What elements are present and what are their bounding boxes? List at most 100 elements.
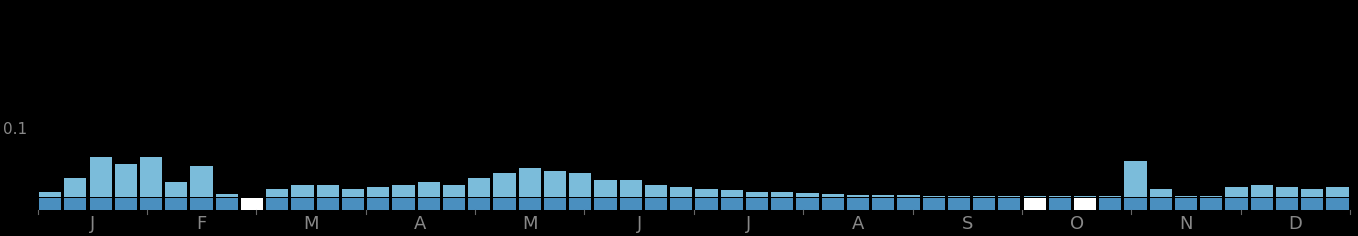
Bar: [545, 171, 566, 197]
Bar: [266, 198, 288, 210]
Bar: [240, 198, 263, 210]
Bar: [1074, 196, 1096, 197]
Bar: [569, 173, 591, 197]
Bar: [316, 185, 340, 197]
Text: M: M: [521, 215, 538, 233]
Text: A: A: [851, 215, 864, 233]
Bar: [342, 198, 364, 210]
Text: A: A: [414, 215, 426, 233]
Text: O: O: [1070, 215, 1084, 233]
Bar: [1200, 198, 1222, 210]
Bar: [292, 185, 314, 197]
Bar: [493, 173, 516, 197]
Bar: [1251, 198, 1272, 210]
Bar: [469, 198, 490, 210]
Text: J: J: [90, 215, 95, 233]
Bar: [1200, 196, 1222, 197]
Bar: [669, 187, 693, 197]
Bar: [216, 194, 238, 197]
Bar: [90, 198, 111, 210]
Bar: [166, 182, 187, 197]
Bar: [771, 192, 793, 197]
Bar: [190, 166, 213, 197]
Text: N: N: [1179, 215, 1192, 233]
Bar: [1099, 198, 1122, 210]
Bar: [115, 164, 137, 197]
Bar: [721, 198, 743, 210]
Bar: [998, 196, 1020, 197]
Bar: [545, 198, 566, 210]
Bar: [746, 192, 769, 197]
Bar: [519, 198, 540, 210]
Bar: [721, 190, 743, 197]
Bar: [746, 198, 769, 210]
Bar: [342, 189, 364, 197]
Bar: [847, 195, 869, 197]
Bar: [1251, 185, 1272, 197]
Bar: [1327, 198, 1348, 210]
Bar: [1327, 187, 1348, 197]
Bar: [418, 198, 440, 210]
Bar: [190, 198, 213, 210]
Bar: [418, 182, 440, 197]
Bar: [1048, 196, 1071, 197]
Bar: [595, 198, 617, 210]
Bar: [140, 157, 162, 197]
Bar: [695, 189, 717, 197]
Bar: [898, 195, 919, 197]
Text: F: F: [197, 215, 206, 233]
Bar: [1225, 187, 1248, 197]
Bar: [64, 198, 87, 210]
Bar: [922, 196, 945, 197]
Bar: [998, 198, 1020, 210]
Bar: [1024, 198, 1046, 210]
Bar: [1150, 198, 1172, 210]
Bar: [569, 198, 591, 210]
Bar: [1124, 161, 1146, 197]
Bar: [1277, 187, 1298, 197]
Bar: [1301, 198, 1324, 210]
Bar: [619, 198, 642, 210]
Bar: [216, 198, 238, 210]
Bar: [367, 198, 390, 210]
Bar: [1124, 198, 1146, 210]
Text: D: D: [1289, 215, 1302, 233]
Bar: [822, 194, 843, 197]
Bar: [292, 198, 314, 210]
Bar: [974, 198, 995, 210]
Bar: [1175, 198, 1198, 210]
Bar: [669, 198, 693, 210]
Bar: [493, 198, 516, 210]
Bar: [443, 198, 466, 210]
Bar: [316, 198, 340, 210]
Bar: [140, 198, 162, 210]
Bar: [1048, 198, 1071, 210]
Bar: [1175, 196, 1198, 197]
Bar: [1150, 189, 1172, 197]
Bar: [39, 192, 61, 197]
Bar: [872, 198, 895, 210]
Bar: [974, 196, 995, 197]
Bar: [392, 185, 414, 197]
Bar: [872, 195, 895, 197]
Bar: [469, 178, 490, 197]
Bar: [367, 187, 390, 197]
Bar: [822, 198, 843, 210]
Bar: [796, 193, 819, 197]
Bar: [645, 185, 667, 197]
Text: J: J: [746, 215, 751, 233]
Bar: [115, 198, 137, 210]
Bar: [1024, 196, 1046, 197]
Bar: [948, 196, 970, 197]
Bar: [595, 180, 617, 197]
Bar: [519, 168, 540, 197]
Bar: [392, 198, 414, 210]
Bar: [1277, 198, 1298, 210]
Bar: [90, 157, 111, 197]
Bar: [1099, 196, 1122, 197]
Bar: [796, 198, 819, 210]
Bar: [64, 178, 87, 197]
Text: J: J: [637, 215, 642, 233]
Bar: [266, 189, 288, 197]
Bar: [645, 198, 667, 210]
